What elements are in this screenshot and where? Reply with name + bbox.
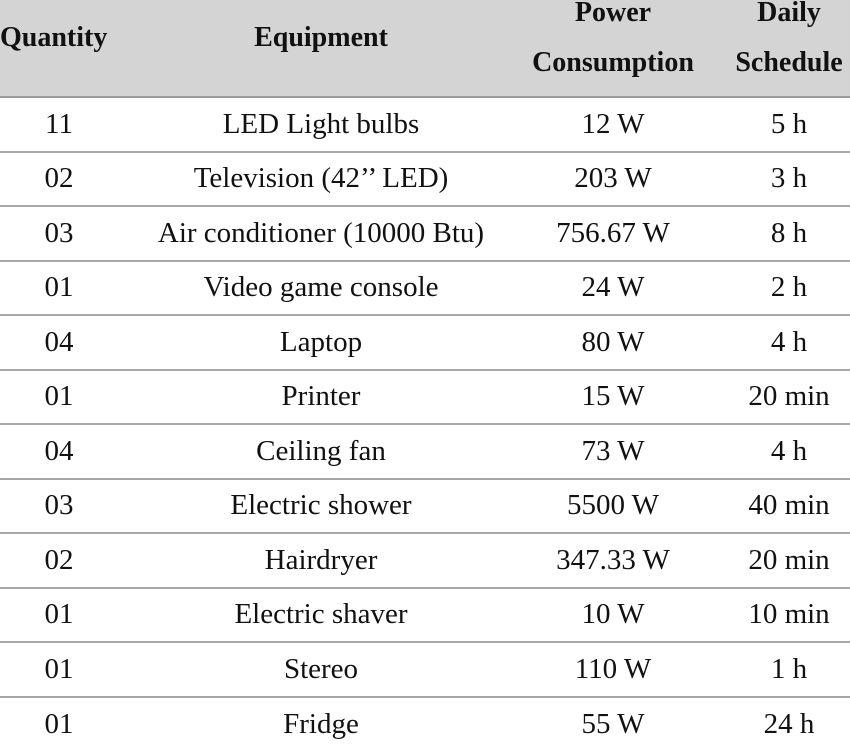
table-row: 02 Television (42’’ LED) 203 W 3 h: [0, 153, 850, 208]
cell-quantity: 02: [0, 534, 118, 587]
cell-schedule: 2 h: [728, 262, 850, 315]
cell-quantity: 01: [0, 262, 118, 315]
cell-quantity: 03: [0, 480, 118, 533]
cell-equipment: Stereo: [128, 643, 514, 696]
cell-power: 10 W: [520, 589, 706, 642]
cell-quantity: 04: [0, 316, 118, 369]
cell-equipment: LED Light bulbs: [128, 98, 514, 151]
cell-schedule: 1 h: [728, 643, 850, 696]
table-body: 11 LED Light bulbs 12 W 5 h 02 Televisio…: [0, 98, 850, 752]
cell-quantity: 02: [0, 153, 118, 206]
equipment-table: Quantity Equipment Power Consumption Dai…: [0, 0, 850, 734]
cell-equipment: Air conditioner (10000 Btu): [128, 207, 514, 260]
table-row: 04 Ceiling fan 73 W 4 h: [0, 425, 850, 480]
cell-schedule: 20 min: [728, 371, 850, 424]
cell-schedule: 4 h: [728, 425, 850, 478]
cell-equipment: Television (42’’ LED): [128, 153, 514, 206]
cell-equipment: Laptop: [128, 316, 514, 369]
cell-power: 24 W: [520, 262, 706, 315]
cell-power: 15 W: [520, 371, 706, 424]
cell-power: 80 W: [520, 316, 706, 369]
cell-equipment: Video game console: [128, 262, 514, 315]
table-header: Quantity Equipment Power Consumption Dai…: [0, 0, 850, 98]
cell-equipment: Printer: [128, 371, 514, 424]
cell-schedule: 5 h: [728, 98, 850, 151]
cell-schedule: 10 min: [728, 589, 850, 642]
cell-quantity: 03: [0, 207, 118, 260]
header-schedule-line2: Schedule: [728, 38, 850, 88]
table-row: 04 Laptop 80 W 4 h: [0, 316, 850, 371]
cell-power: 110 W: [520, 643, 706, 696]
cell-power: 347.33 W: [520, 534, 706, 587]
cell-quantity: 11: [0, 98, 118, 151]
cell-equipment: Electric shower: [128, 480, 514, 533]
cell-schedule: 8 h: [728, 207, 850, 260]
table-row: 02 Hairdryer 347.33 W 20 min: [0, 534, 850, 589]
cell-quantity: 01: [0, 698, 118, 752]
cell-schedule: 20 min: [728, 534, 850, 587]
cell-schedule: 4 h: [728, 316, 850, 369]
cell-equipment: Fridge: [128, 698, 514, 752]
table-row: 01 Fridge 55 W 24 h: [0, 698, 850, 752]
header-equipment: Equipment: [128, 13, 514, 63]
cell-power: 5500 W: [520, 480, 706, 533]
cell-schedule: 24 h: [728, 698, 850, 752]
table-row: 11 LED Light bulbs 12 W 5 h: [0, 98, 850, 153]
cell-power: 73 W: [520, 425, 706, 478]
table-row: 01 Video game console 24 W 2 h: [0, 262, 850, 317]
header-schedule-line1: Daily: [728, 0, 850, 38]
cell-quantity: 01: [0, 589, 118, 642]
cell-power: 756.67 W: [520, 207, 706, 260]
header-power-line1: Power: [520, 0, 706, 38]
cell-quantity: 04: [0, 425, 118, 478]
table-row: 01 Electric shaver 10 W 10 min: [0, 589, 850, 644]
cell-equipment: Hairdryer: [128, 534, 514, 587]
cell-schedule: 40 min: [728, 480, 850, 533]
table-row: 03 Electric shower 5500 W 40 min: [0, 480, 850, 535]
cell-quantity: 01: [0, 371, 118, 424]
table-row: 01 Printer 15 W 20 min: [0, 371, 850, 426]
header-equipment-label: Equipment: [128, 13, 514, 63]
header-power-consumption: Power Consumption: [520, 0, 706, 88]
cell-quantity: 01: [0, 643, 118, 696]
cell-power: 203 W: [520, 153, 706, 206]
header-power-line2: Consumption: [520, 38, 706, 88]
cell-power: 55 W: [520, 698, 706, 752]
table-row: 03 Air conditioner (10000 Btu) 756.67 W …: [0, 207, 850, 262]
cell-power: 12 W: [520, 98, 706, 151]
header-quantity-label: Quantity: [0, 13, 118, 63]
header-daily-schedule: Daily Schedule: [728, 0, 850, 88]
cell-schedule: 3 h: [728, 153, 850, 206]
cell-equipment: Electric shaver: [128, 589, 514, 642]
table-row: 01 Stereo 110 W 1 h: [0, 643, 850, 698]
cell-equipment: Ceiling fan: [128, 425, 514, 478]
header-quantity: Quantity: [0, 13, 118, 63]
